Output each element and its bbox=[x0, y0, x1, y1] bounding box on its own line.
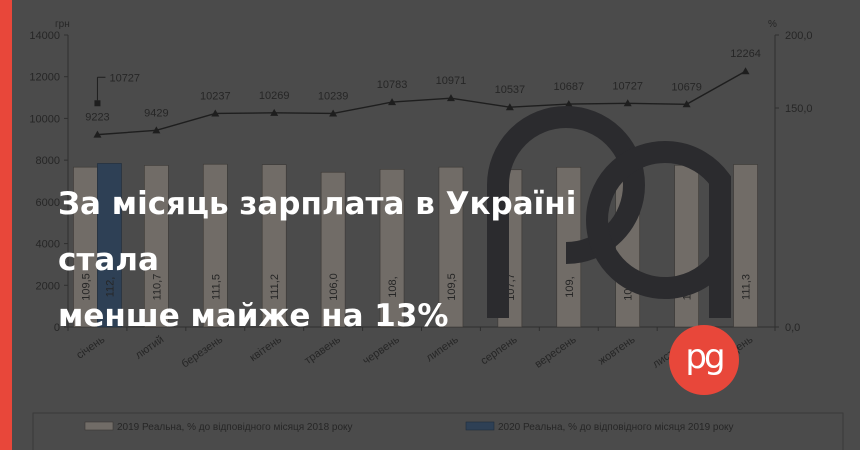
legend-swatch-2019 bbox=[84, 421, 114, 431]
salary-label: 10727 bbox=[612, 80, 643, 92]
salary-point bbox=[623, 99, 632, 107]
salary-point bbox=[682, 100, 691, 108]
accent-stripe bbox=[0, 0, 12, 450]
y-right-tick-label: 150,0 bbox=[785, 103, 813, 115]
bar-2019-label: 111,3 bbox=[741, 274, 753, 300]
salary-label: 10687 bbox=[553, 81, 584, 93]
salary-label: 10679 bbox=[671, 81, 702, 93]
salary-line bbox=[97, 70, 746, 136]
salary-label: 9429 bbox=[144, 107, 168, 119]
salary-point bbox=[505, 103, 514, 111]
y-right-unit-label: % bbox=[768, 19, 777, 30]
y-left-tick-label: 0 bbox=[54, 322, 60, 334]
y-left-tick-label: 10000 bbox=[29, 113, 60, 125]
bar-2019-label: 109, bbox=[564, 276, 576, 297]
salary-2020-point bbox=[94, 100, 101, 107]
salary-point bbox=[388, 98, 397, 106]
headline-line-2: менше майже на 13% bbox=[58, 298, 449, 334]
logo-watermark-p bbox=[487, 106, 645, 318]
bar-2019 bbox=[261, 164, 287, 328]
logo-watermark-g bbox=[586, 141, 731, 318]
salary-label: 10237 bbox=[200, 90, 231, 102]
salary-label: 10269 bbox=[259, 90, 290, 102]
legend-box bbox=[32, 412, 844, 450]
salary-point bbox=[93, 130, 102, 138]
y-left-tick-label: 4000 bbox=[36, 239, 60, 251]
bar-2020 bbox=[97, 163, 122, 328]
salary-point bbox=[329, 109, 338, 117]
salary-label: 12264 bbox=[730, 48, 761, 60]
bar-2019 bbox=[438, 166, 464, 328]
salary-2020-label: 10727 bbox=[109, 72, 140, 84]
salary-point bbox=[270, 108, 279, 116]
bar-2019-label: 109,5 bbox=[446, 273, 458, 301]
y-right-tick-label: 200,0 bbox=[785, 30, 813, 42]
bar-2019 bbox=[320, 171, 346, 328]
salary-label: 10783 bbox=[377, 79, 408, 91]
y-left-tick-label: 8000 bbox=[36, 155, 60, 167]
y-left-tick-label: 2000 bbox=[36, 280, 60, 292]
legend-label-2020: 2020 Реальна, % до відповідного місяця 2… bbox=[498, 422, 734, 433]
salary-label: 10537 bbox=[495, 84, 526, 96]
bar-2019 bbox=[144, 165, 169, 328]
bar-2019-label: 108, bbox=[387, 276, 399, 297]
legend-label-2019: 2019 Реальна, % до відповідного місяця 2… bbox=[117, 422, 353, 433]
salary-label: 9223 bbox=[85, 112, 109, 124]
bar-2019-label: 109,5 bbox=[80, 273, 92, 301]
salary-label: 10971 bbox=[436, 75, 467, 87]
salary-point bbox=[152, 126, 161, 134]
bar-2019 bbox=[733, 164, 758, 328]
headline-line-1: За місяць зарплата в Україні стала bbox=[58, 186, 577, 278]
bar-2019-label: 110,7 bbox=[151, 274, 163, 301]
bar-2020-label: 112, bbox=[104, 277, 116, 298]
bar-2019 bbox=[379, 169, 405, 328]
bar-2019 bbox=[202, 163, 228, 328]
salary-point bbox=[564, 100, 573, 108]
salary-label: 10239 bbox=[318, 90, 349, 102]
legend-swatch-2020 bbox=[465, 421, 495, 431]
bar-2019-label: 111,5 bbox=[210, 274, 222, 300]
y-left-tick-label: 14000 bbox=[29, 30, 60, 42]
bar-2019 bbox=[73, 166, 98, 328]
y-left-tick-label: 12000 bbox=[29, 72, 60, 84]
bar-2019 bbox=[674, 164, 699, 328]
headline[interactable]: За місяць зарплата в Україні стала менше… bbox=[58, 176, 678, 344]
salary-point bbox=[446, 94, 455, 102]
salary-point bbox=[741, 67, 750, 75]
bar-2019-label: 111,2 bbox=[269, 274, 281, 300]
salary-point bbox=[211, 109, 220, 117]
y-right-tick-label: 0,0 bbox=[785, 322, 800, 334]
y-left-tick-label: 6000 bbox=[36, 197, 60, 209]
y-left-unit-label: грн bbox=[55, 19, 70, 30]
logo-badge[interactable]: pg bbox=[669, 325, 739, 395]
bar-2019-label: 106,0 bbox=[328, 273, 340, 301]
